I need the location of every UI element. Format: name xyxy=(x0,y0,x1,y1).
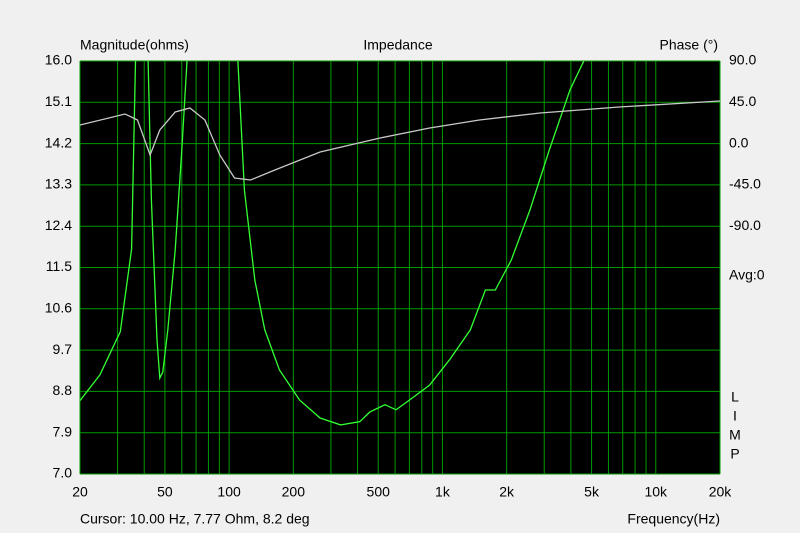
chart-title: Impedance xyxy=(363,37,432,53)
y2-tick-label: 45.0 xyxy=(729,93,756,109)
plot-clip xyxy=(80,61,720,426)
y-tick-label: 13.3 xyxy=(45,176,72,192)
side-letter: I xyxy=(733,408,737,424)
y-tick-label: 16.0 xyxy=(45,52,72,68)
y-tick-label: 9.7 xyxy=(53,341,73,357)
x-tick-label: 20k xyxy=(709,484,733,500)
cursor-readout: Cursor: 10.00 Hz, 7.77 Ohm, 8.2 deg xyxy=(80,511,310,527)
x-tick-label: 2k xyxy=(499,484,515,500)
y2-tick-label: -90.0 xyxy=(729,217,761,233)
y-tick-label: 10.6 xyxy=(45,300,72,316)
y-tick-label: 8.8 xyxy=(53,382,73,398)
x-tick-label: 20 xyxy=(72,484,88,500)
y-tick-label: 7.0 xyxy=(53,465,73,481)
side-letter: M xyxy=(729,427,741,443)
y-tick-label: 7.9 xyxy=(53,423,73,439)
y2-tick-label: -45.0 xyxy=(729,176,761,192)
side-letter: P xyxy=(730,446,739,462)
y2-tick-label: 90.0 xyxy=(729,52,756,68)
y-tick-label: 15.1 xyxy=(45,93,72,109)
x-tick-label: 100 xyxy=(217,484,241,500)
x-tick-label: 10k xyxy=(644,484,668,500)
y2-axis-title: Phase (°) xyxy=(659,37,718,53)
x-tick-label: 500 xyxy=(367,484,391,500)
y-tick-label: 12.4 xyxy=(45,217,72,233)
y-tick-label: 14.2 xyxy=(45,134,72,150)
y-tick-label: 11.5 xyxy=(46,258,72,274)
x-tick-label: 200 xyxy=(282,484,306,500)
x-tick-label: 5k xyxy=(584,484,600,500)
side-letter: L xyxy=(731,389,739,405)
y2-tick-label: 0.0 xyxy=(729,134,749,150)
x-axis-title: Frequency(Hz) xyxy=(627,511,720,527)
series-line xyxy=(80,61,585,426)
y-axis-title: Magnitude(ohms) xyxy=(80,37,189,53)
avg-label: Avg:0 xyxy=(729,267,765,283)
series-line xyxy=(80,100,720,181)
x-tick-label: 50 xyxy=(157,484,173,500)
x-tick-label: 1k xyxy=(435,484,451,500)
